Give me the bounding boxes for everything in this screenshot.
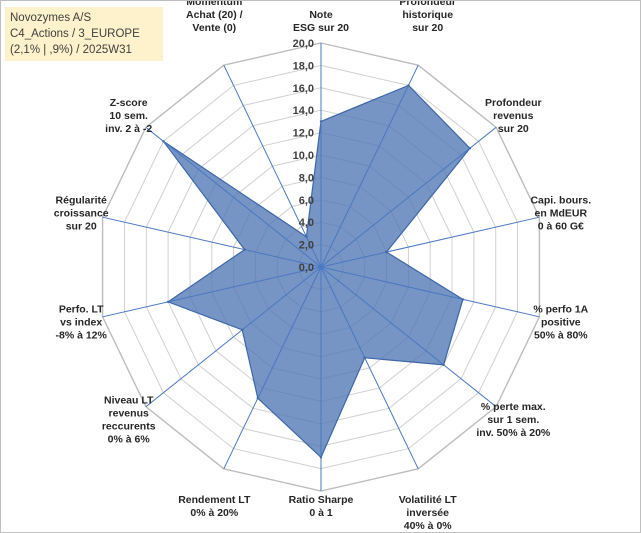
tick-label: 20,0 [293, 38, 314, 50]
axis-label-line: revenus [493, 110, 533, 122]
data-point [241, 328, 244, 331]
axis-label-line: croissance [54, 208, 109, 220]
axis-label: Rendement LT 0% à 20% [178, 494, 251, 519]
data-point [385, 250, 388, 254]
tick-label: 4,0 [299, 217, 314, 229]
axis-spoke [145, 266, 322, 408]
axis-label-line: vs index [60, 316, 102, 328]
tick-label: 2,0 [299, 240, 314, 252]
axis-spoke [223, 266, 322, 470]
axis-label-line: Note [309, 9, 332, 21]
axis-label-line: -8% à 12% [56, 329, 108, 341]
axis-label-line: inversée [406, 507, 449, 519]
axis-label-line: sur 20 [66, 221, 97, 233]
axis-label-line: 0 à 1 [309, 507, 333, 519]
axis-label: Perfo. LT vs index -8% à 12% [56, 303, 108, 341]
axis-label-line: en MdEUR [535, 208, 588, 220]
tick-label: 0,0 [299, 262, 314, 274]
axis-label: Niveau LT revenus reccurents 0% à 6% [102, 395, 156, 446]
data-point [442, 363, 445, 366]
axis-label-line: Vente (0) [192, 22, 236, 34]
axis-spoke [320, 126, 497, 268]
data-point [243, 248, 246, 251]
axis-spoke [223, 64, 322, 268]
data-point [468, 147, 472, 150]
info-box: Novozymes A/S C4_Actions / 3_EUROPE (2,1… [5, 7, 163, 61]
portfolio-path: C4_Actions / 3_EUROPE [10, 28, 140, 40]
data-point [461, 298, 465, 301]
axis-label-line: inv. 2 à -2 [105, 123, 152, 135]
axis-label-line: Profondeur [399, 1, 456, 8]
axis-label-line: 10 sem. [109, 110, 148, 122]
data-point [319, 456, 323, 459]
tick-label: 18,0 [293, 60, 314, 72]
data-point [363, 356, 366, 359]
data-point [319, 120, 323, 123]
tick-label: 16,0 [293, 83, 314, 95]
axis-label: Z-score 10 sem. inv. 2 à -2 [105, 97, 152, 135]
axis-label: Profondeur revenus sur 20 [485, 97, 542, 135]
axis-label-line: % perfo 1A [533, 303, 588, 315]
axis-label: Note ESG sur 20 [293, 9, 349, 34]
axis-spoke [102, 216, 322, 268]
data-point [256, 397, 259, 400]
data-point [162, 140, 165, 143]
axis-label-line: positive [541, 316, 581, 328]
axis-label: Ratio Sharpe 0 à 1 [289, 494, 354, 519]
axis-label-line: reccurents [102, 421, 156, 433]
axis-label: % perfo 1A positive 50% à 80% [533, 303, 588, 341]
axis-label-line: 40% à 0% [404, 520, 453, 532]
tick-label: 10,0 [293, 150, 314, 162]
axis-label-line: Rendement LT [178, 494, 251, 506]
axis-label: Profondeur historique sur 20 [399, 1, 456, 34]
axis-label-line: revenus [109, 408, 149, 420]
tick-label: 12,0 [293, 128, 314, 140]
period-label: (2,1% | ,9%) / 2025W31 [10, 44, 132, 56]
data-point [305, 235, 308, 238]
axis-label-line: 0 à 60 G€ [538, 221, 584, 233]
axis-label-line: sur 20 [412, 22, 443, 34]
axis-label-line: 0% à 6% [108, 434, 151, 446]
axis-label-line: ESG sur 20 [293, 22, 349, 34]
axis-label-line: Régularité [56, 195, 108, 207]
axis-label-line: Niveau LT [104, 395, 154, 407]
axis-label-line: 50% à 80% [534, 329, 588, 341]
axis-label-line: Z-score [110, 97, 148, 109]
axis-label-line: 0% à 20% [190, 507, 239, 519]
data-point [407, 84, 410, 87]
axis-label-line: Achat (20) / [186, 9, 243, 21]
axis-label-line: sur 1 sem. [487, 414, 539, 426]
axis-label: Régularité croissance sur 20 [54, 195, 109, 233]
axis-spoke [320, 216, 540, 268]
axis-label-line: % perte max. [481, 401, 546, 413]
axis-label-line: Ratio Sharpe [289, 494, 354, 506]
tick-label: 8,0 [299, 172, 314, 184]
axis-spoke [320, 266, 497, 408]
axis-label: Volatilité LT inversée 40% à 0% [399, 494, 458, 532]
company-name: Novozymes A/S [10, 12, 92, 24]
axis-spoke [320, 266, 540, 318]
axis-label-line: Momentum [186, 1, 242, 8]
data-point [166, 300, 170, 304]
axis-spoke [102, 266, 322, 318]
axis-label: % perte max. sur 1 sem. inv. 50% à 20% [476, 401, 551, 439]
axis-label: Capi. bours. en MdEUR 0 à 60 G€ [530, 195, 591, 233]
axis-spoke [320, 266, 419, 470]
axis-label-line: inv. 50% à 20% [476, 427, 551, 439]
axis-spoke [145, 126, 322, 268]
axis-label-line: Perfo. LT [59, 303, 104, 315]
axis-label: Momentum Achat (20) / Vente (0) [186, 1, 243, 34]
axis-label-line: sur 20 [498, 123, 529, 135]
tick-label: 14,0 [293, 105, 314, 117]
tick-label: 6,0 [299, 195, 314, 207]
axis-label-line: historique [402, 9, 453, 21]
axis-label-line: Profondeur [485, 97, 542, 109]
axis-spoke [320, 64, 419, 268]
axis-label-line: Capi. bours. [530, 195, 591, 207]
axis-label-line: Volatilité LT [399, 494, 458, 506]
